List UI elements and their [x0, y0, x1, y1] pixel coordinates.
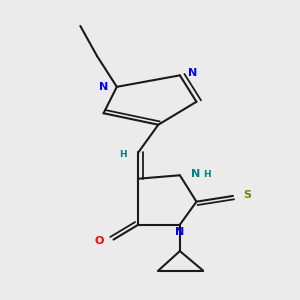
Text: N: N	[191, 169, 201, 179]
Text: H: H	[119, 150, 127, 159]
Text: N: N	[188, 68, 197, 78]
Text: H: H	[203, 169, 211, 178]
Text: N: N	[175, 227, 184, 237]
Text: N: N	[99, 82, 109, 92]
Text: S: S	[243, 190, 251, 200]
Text: O: O	[94, 236, 104, 246]
